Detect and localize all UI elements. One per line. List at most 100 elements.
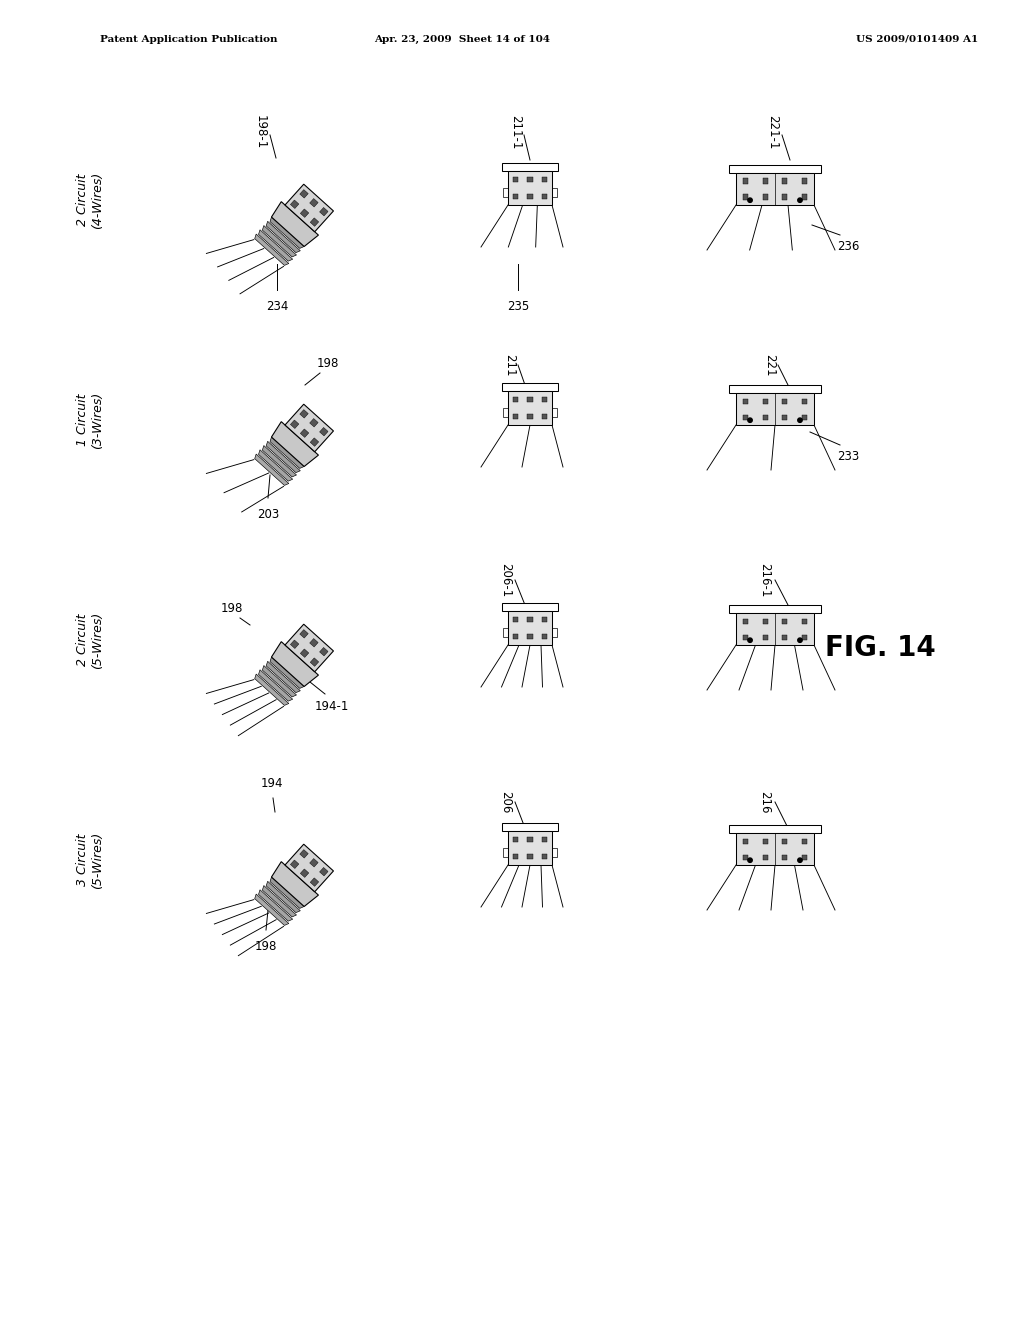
Polygon shape — [309, 198, 318, 207]
Bar — [743, 854, 749, 859]
Bar — [513, 837, 518, 842]
Bar — [743, 619, 749, 623]
Text: 198-1: 198-1 — [254, 115, 266, 149]
Text: 194: 194 — [261, 777, 284, 789]
Text: 198: 198 — [316, 356, 339, 370]
Bar — [743, 399, 749, 404]
Bar — [763, 194, 768, 199]
Text: 198: 198 — [255, 940, 278, 953]
Bar — [763, 635, 768, 639]
Polygon shape — [271, 642, 318, 686]
Polygon shape — [262, 886, 297, 917]
Bar — [542, 837, 548, 842]
Polygon shape — [310, 218, 318, 226]
Text: Apr. 23, 2009  Sheet 14 of 104: Apr. 23, 2009 Sheet 14 of 104 — [374, 36, 550, 44]
Polygon shape — [319, 207, 328, 216]
Text: US 2009/0101409 A1: US 2009/0101409 A1 — [856, 36, 978, 44]
Text: 1 Circuit
(3-Wires): 1 Circuit (3-Wires) — [76, 391, 104, 449]
Polygon shape — [291, 201, 299, 209]
Bar — [542, 634, 548, 639]
Text: 3 Circuit
(5-Wires): 3 Circuit (5-Wires) — [76, 832, 104, 888]
Bar — [508, 391, 552, 425]
Polygon shape — [285, 845, 334, 892]
Polygon shape — [266, 441, 300, 473]
Polygon shape — [309, 418, 318, 426]
Circle shape — [748, 638, 753, 643]
Bar — [802, 854, 807, 859]
Polygon shape — [258, 450, 293, 482]
Bar — [502, 383, 558, 391]
Bar — [513, 634, 518, 639]
Bar — [763, 178, 768, 183]
Text: 206: 206 — [500, 791, 512, 813]
Bar — [503, 628, 508, 638]
Bar — [802, 619, 807, 623]
Text: FIG. 14: FIG. 14 — [824, 634, 935, 663]
Bar — [542, 616, 548, 622]
Bar — [763, 414, 768, 420]
Circle shape — [748, 418, 753, 422]
Bar — [802, 635, 807, 639]
Bar — [763, 399, 768, 404]
Polygon shape — [285, 185, 334, 232]
Bar — [802, 194, 807, 199]
Bar — [552, 847, 557, 857]
Polygon shape — [258, 669, 293, 701]
Polygon shape — [309, 858, 318, 867]
Bar — [552, 628, 557, 638]
Text: 194-1: 194-1 — [314, 700, 349, 713]
Bar — [743, 838, 749, 843]
Polygon shape — [291, 861, 299, 869]
Bar — [527, 194, 532, 199]
Text: 216: 216 — [759, 791, 771, 813]
Bar — [782, 619, 787, 623]
Polygon shape — [255, 675, 289, 705]
Polygon shape — [310, 438, 318, 446]
Bar — [527, 854, 532, 859]
Bar — [736, 833, 814, 865]
Bar — [729, 385, 821, 393]
Bar — [502, 603, 558, 611]
Bar — [729, 605, 821, 612]
Bar — [502, 822, 558, 832]
Bar — [729, 825, 821, 833]
Polygon shape — [255, 234, 289, 265]
Polygon shape — [319, 648, 328, 656]
Bar — [736, 173, 814, 205]
Bar — [508, 611, 552, 645]
Polygon shape — [300, 869, 309, 878]
Bar — [782, 178, 787, 183]
Bar — [503, 408, 508, 417]
Bar — [542, 194, 548, 199]
Polygon shape — [270, 216, 304, 248]
Bar — [513, 413, 518, 420]
Bar — [513, 854, 518, 859]
Text: 198: 198 — [221, 602, 243, 615]
Text: 221: 221 — [764, 354, 776, 376]
Polygon shape — [319, 867, 328, 876]
Polygon shape — [285, 624, 334, 672]
Text: 216-1: 216-1 — [759, 562, 771, 597]
Circle shape — [748, 858, 753, 862]
Polygon shape — [300, 429, 309, 437]
Bar — [763, 619, 768, 623]
Polygon shape — [271, 421, 318, 466]
Bar — [802, 414, 807, 420]
Bar — [763, 854, 768, 859]
Bar — [508, 172, 552, 205]
Bar — [513, 177, 518, 182]
Polygon shape — [291, 420, 299, 429]
Polygon shape — [270, 657, 304, 689]
Bar — [502, 162, 558, 172]
Bar — [527, 397, 532, 403]
Polygon shape — [255, 454, 289, 486]
Bar — [542, 854, 548, 859]
Polygon shape — [258, 230, 293, 261]
Bar — [527, 616, 532, 622]
Text: 221-1: 221-1 — [767, 115, 779, 149]
Polygon shape — [255, 894, 289, 925]
Bar — [527, 634, 532, 639]
Bar — [782, 399, 787, 404]
Bar — [729, 165, 821, 173]
Bar — [503, 847, 508, 857]
